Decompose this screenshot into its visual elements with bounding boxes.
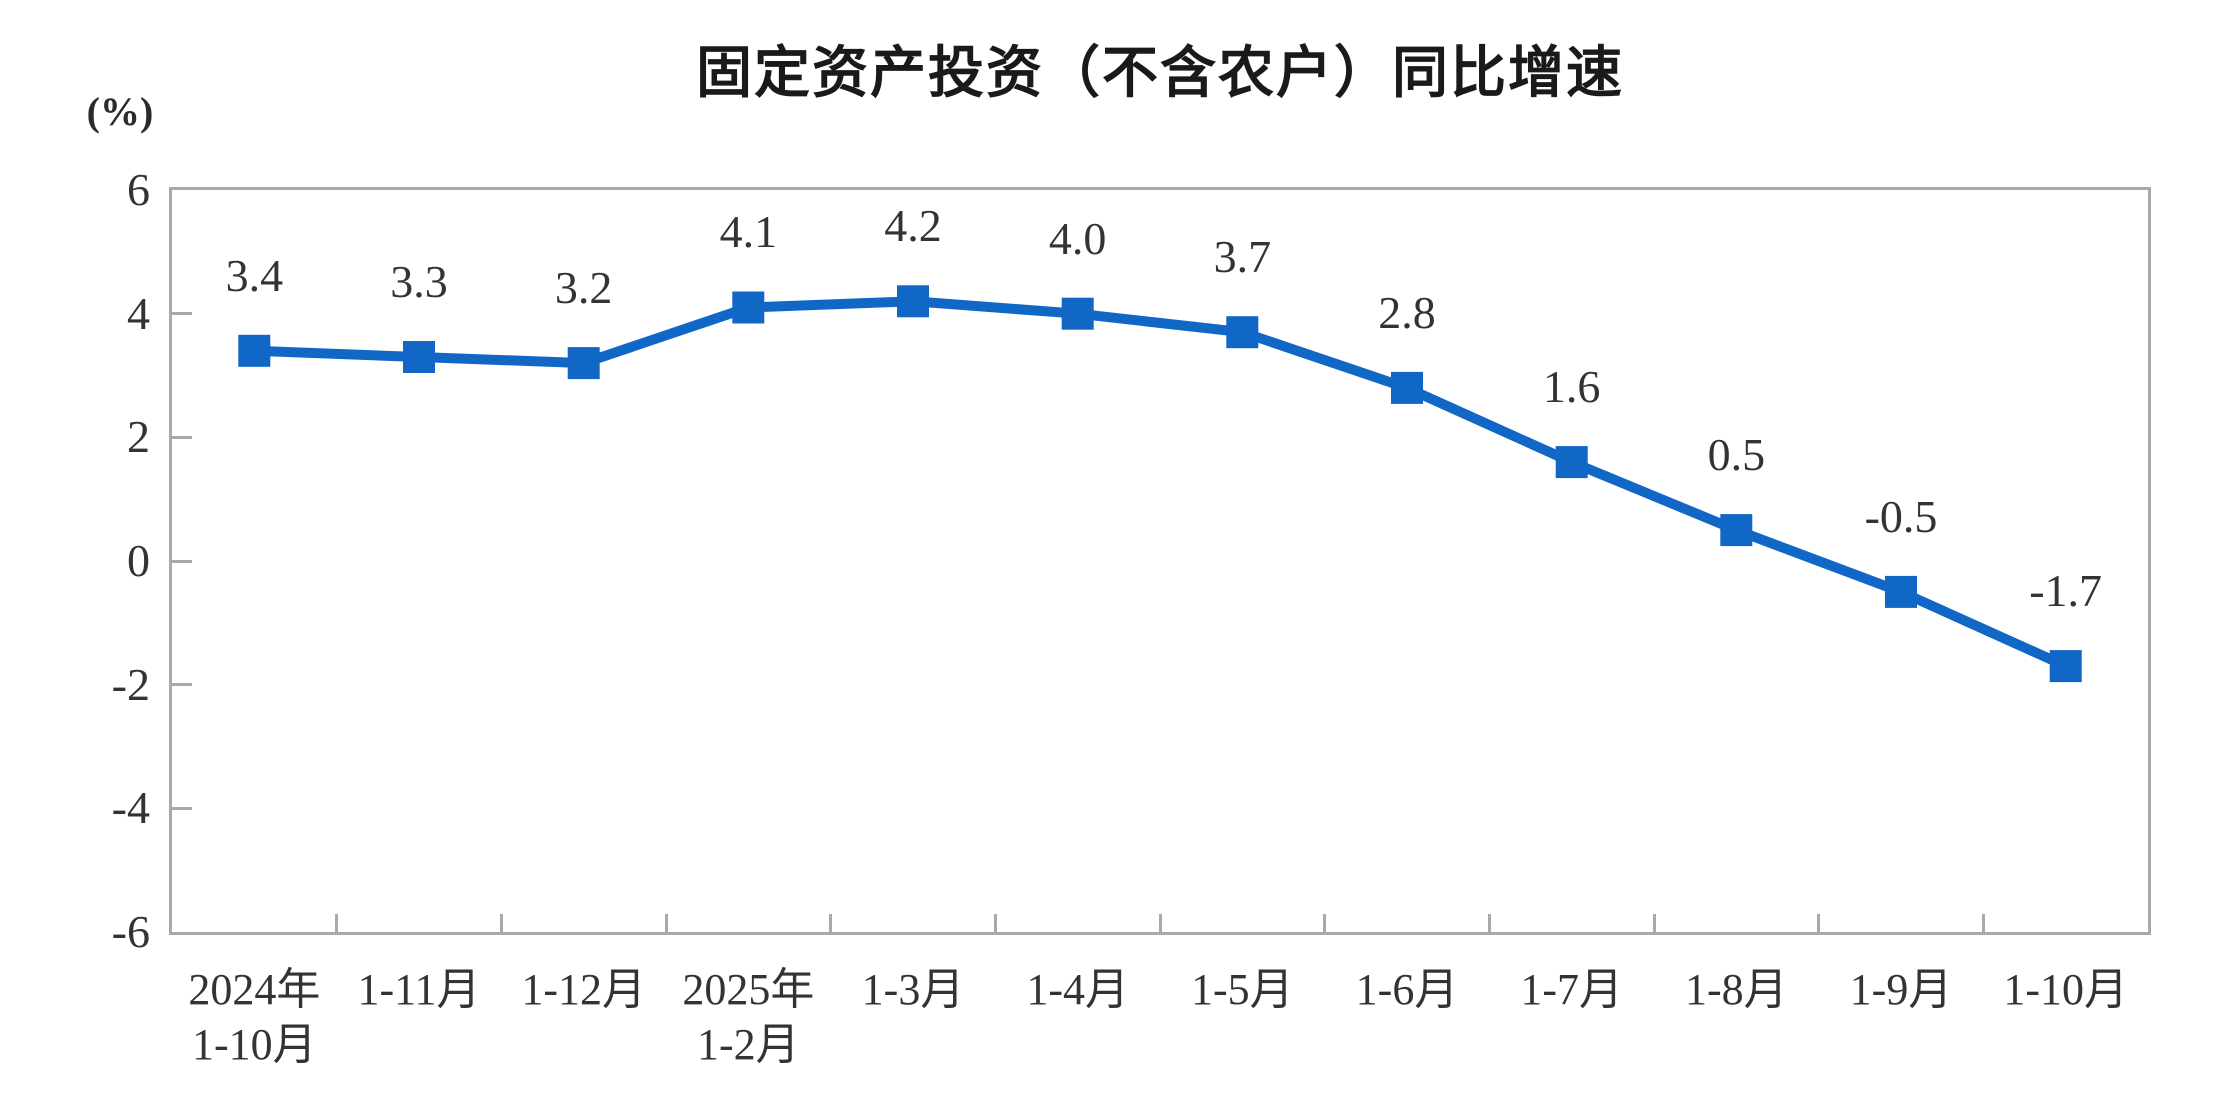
y-tick-label: 2 xyxy=(127,411,150,463)
y-axis-tick-mark xyxy=(172,312,192,316)
data-point-label: 1.6 xyxy=(1542,361,1601,413)
x-axis-tick-mark xyxy=(1487,914,1491,932)
series-marker xyxy=(1061,297,1094,330)
x-axis-tick-mark xyxy=(664,914,668,932)
x-category-label-line: 1-9月 xyxy=(1849,965,1953,1014)
chart-title: 固定资产投资（不含农户）同比增速 xyxy=(696,41,1624,104)
x-axis-tick-mark xyxy=(829,914,833,932)
x-category-label-line: 1-10月 xyxy=(2003,965,2128,1014)
series-marker xyxy=(1720,514,1753,547)
x-category-label-line: 1-3月 xyxy=(861,965,965,1014)
series-marker xyxy=(567,347,600,380)
data-point-label: 3.3 xyxy=(390,255,448,307)
series-marker xyxy=(1391,371,1423,404)
y-axis-tick-mark xyxy=(172,559,192,563)
y-axis-tick-mark xyxy=(172,806,192,810)
y-tick-label: 0 xyxy=(127,535,150,586)
series-marker xyxy=(1226,316,1259,349)
x-axis-tick-mark xyxy=(1158,914,1162,932)
x-axis-tick-mark xyxy=(1323,914,1327,932)
y-tick-label: 6 xyxy=(127,164,150,215)
data-point-label: 4.2 xyxy=(884,200,942,252)
y-tick-label: -6 xyxy=(111,906,150,957)
x-category-label-line: 1-10月 xyxy=(192,1020,317,1069)
y-axis-unit-label: (%) xyxy=(86,89,154,134)
series-marker xyxy=(1885,575,1917,608)
x-axis-tick-mark xyxy=(1981,914,1985,932)
x-category-label: 2025年 1-2月 xyxy=(588,962,908,1072)
x-category-label: 1-10月 xyxy=(1906,962,2216,1017)
x-category-label: 1-5月 xyxy=(1082,962,1402,1017)
series-marker xyxy=(403,341,435,373)
data-point-label: 3.2 xyxy=(554,262,613,314)
y-axis-tick-mark xyxy=(172,683,192,687)
x-category-label-line: 1-4月 xyxy=(1026,965,1129,1014)
x-axis-tick-mark xyxy=(335,914,339,932)
x-category-label-line: 1-2月 xyxy=(697,1020,800,1069)
series-marker xyxy=(2049,650,2082,683)
y-axis-tick-mark xyxy=(172,435,192,439)
series-line xyxy=(254,296,2068,671)
x-axis-tick-mark xyxy=(1817,914,1821,932)
x-category-label-line: 2025年 xyxy=(682,965,815,1014)
x-category-label: 1-3月 xyxy=(753,962,1073,1017)
y-tick-label: 4 xyxy=(127,287,150,339)
x-category-label: 1-8月 xyxy=(1576,962,1896,1017)
x-category-label: 1-12月 xyxy=(424,962,744,1017)
series-marker xyxy=(238,334,271,367)
plot-area xyxy=(169,187,2151,935)
x-category-label-line: 1-8月 xyxy=(1685,965,1788,1014)
series-marker xyxy=(1555,446,1588,479)
x-category-label-line: 1-7月 xyxy=(1520,965,1623,1014)
data-point-label: -0.5 xyxy=(1864,490,1938,542)
data-point-label: 4.1 xyxy=(719,206,778,258)
x-category-label-line: 2024年 xyxy=(188,965,321,1014)
x-axis-tick-mark xyxy=(499,914,503,932)
x-category-label-line: 1-5月 xyxy=(1191,965,1294,1014)
data-point-label: 4.0 xyxy=(1048,212,1107,264)
series-marker xyxy=(732,291,765,324)
data-point-label: 2.8 xyxy=(1378,286,1436,338)
x-category-label: 1-6月 xyxy=(1247,962,1567,1017)
x-category-label-line: 1-6月 xyxy=(1355,965,1459,1014)
x-category-label: 1-7月 xyxy=(1412,962,1732,1017)
line-series-svg xyxy=(238,285,2082,683)
y-tick-label: -4 xyxy=(111,782,150,834)
x-category-label-line: 1-11月 xyxy=(357,965,481,1014)
x-category-label: 2024年 1-10月 xyxy=(94,962,414,1072)
series-marker xyxy=(897,285,929,318)
data-point-label: -1.7 xyxy=(2029,565,2103,617)
data-point-label: 3.4 xyxy=(225,249,284,301)
x-category-label-line: 1-12月 xyxy=(521,965,646,1014)
x-category-label: 1-9月 xyxy=(1741,962,2061,1017)
data-point-label: 3.7 xyxy=(1213,231,1272,283)
x-category-label: 1-4月 xyxy=(918,962,1238,1017)
x-axis-tick-mark xyxy=(993,914,997,932)
x-category-label: 1-11月 xyxy=(259,962,579,1017)
x-axis-tick-mark xyxy=(1652,914,1656,932)
data-point-label: 0.5 xyxy=(1707,429,1766,481)
y-tick-label: -2 xyxy=(111,658,150,710)
